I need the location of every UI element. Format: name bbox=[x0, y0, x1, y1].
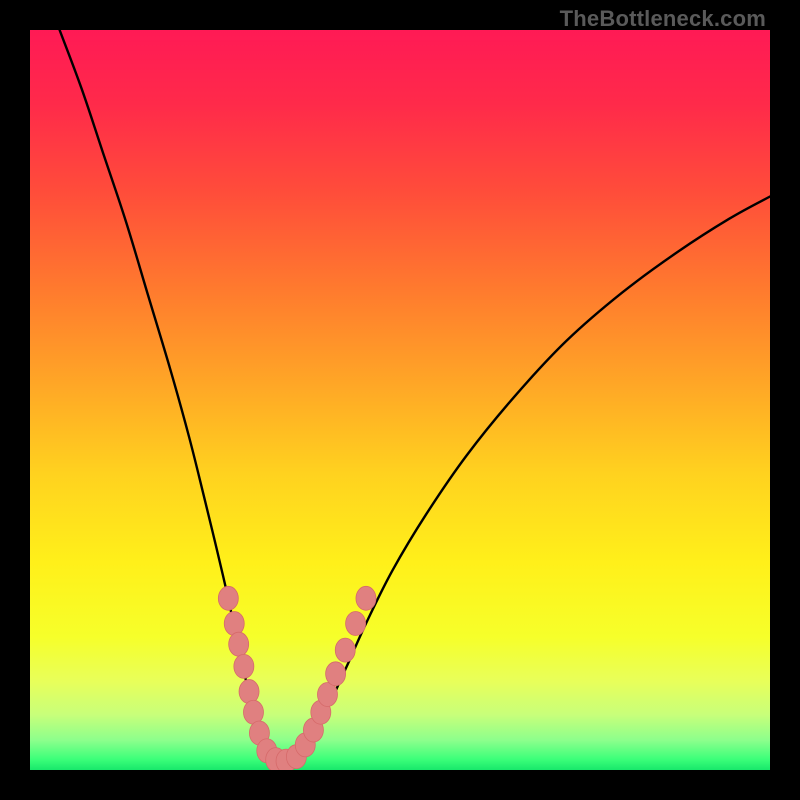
data-marker bbox=[234, 654, 254, 678]
data-marker bbox=[239, 680, 259, 704]
data-marker bbox=[335, 638, 355, 662]
plot-area bbox=[30, 30, 770, 770]
data-marker bbox=[326, 662, 346, 686]
data-marker bbox=[229, 632, 249, 656]
data-marker bbox=[224, 611, 244, 635]
data-marker bbox=[218, 586, 238, 610]
data-marker bbox=[356, 586, 376, 610]
watermark-text: TheBottleneck.com bbox=[560, 6, 766, 32]
gradient-background bbox=[30, 30, 770, 770]
data-marker bbox=[346, 611, 366, 635]
chart-frame: TheBottleneck.com bbox=[0, 0, 800, 800]
plot-svg bbox=[30, 30, 770, 770]
